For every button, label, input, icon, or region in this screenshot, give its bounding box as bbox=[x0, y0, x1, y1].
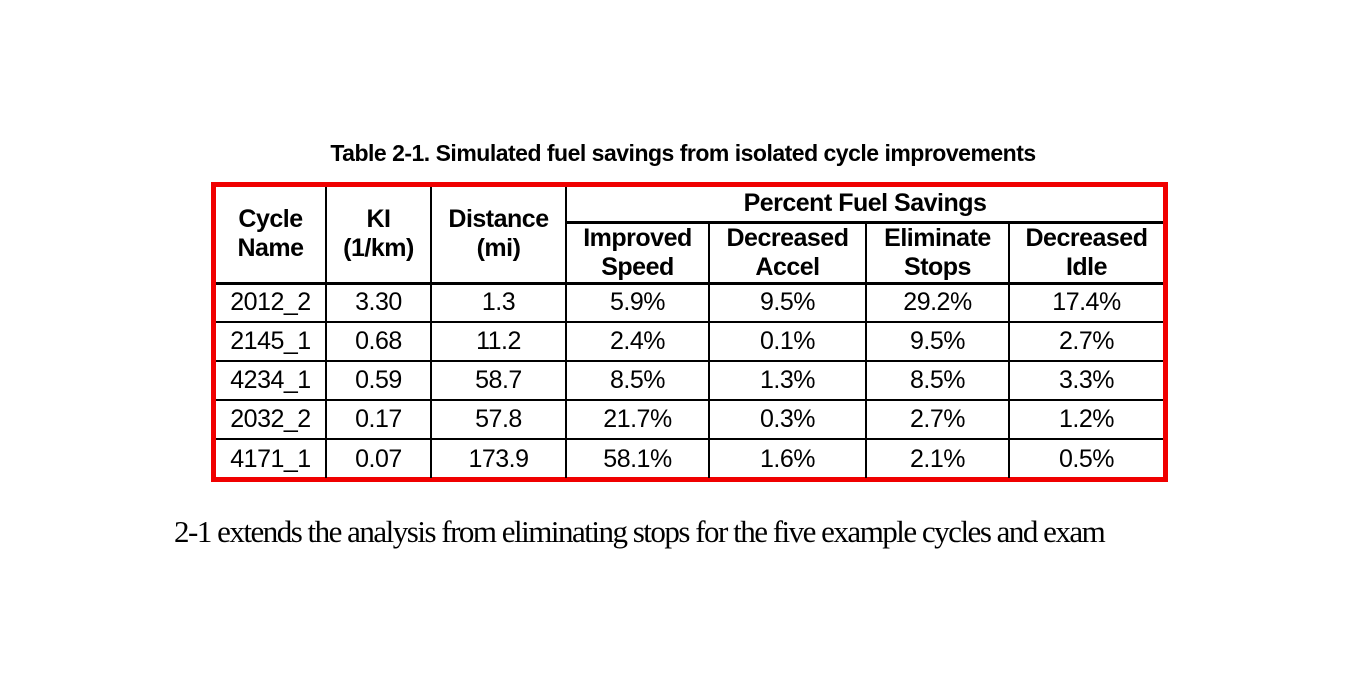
table-cell: 1.6% bbox=[708, 438, 867, 479]
table-cell: 4171_1 bbox=[215, 438, 327, 479]
table-cell: 8.5% bbox=[865, 360, 1010, 401]
body-text: 2-1 extends the analysis from eliminatin… bbox=[174, 514, 1106, 549]
table-cell: 1.3 bbox=[430, 282, 567, 323]
col-group-header-percent-fuel-savings: Percent Fuel Savings bbox=[565, 186, 1164, 224]
table-cell: 58.1% bbox=[565, 438, 710, 479]
table-title: Table 2-1. Simulated fuel savings from i… bbox=[330, 140, 1036, 166]
fuel-savings-table-grid: Cycle Name KI (1/km) Distance (mi) Perce… bbox=[215, 186, 1164, 479]
table-cell: 0.3% bbox=[708, 399, 867, 440]
table-cell: 3.30 bbox=[325, 282, 432, 323]
table-cell: 0.68 bbox=[325, 321, 432, 362]
col-header-decreased-idle: Decreased Idle bbox=[1008, 221, 1164, 285]
table-cell: 3.3% bbox=[1008, 360, 1164, 401]
table-cell: 11.2 bbox=[430, 321, 567, 362]
table-cell: 4234_1 bbox=[215, 360, 327, 401]
table-cell: 57.8 bbox=[430, 399, 567, 440]
col-header-eliminate-stops: Eliminate Stops bbox=[865, 221, 1010, 285]
table-cell: 2.7% bbox=[865, 399, 1010, 440]
table-cell: 2032_2 bbox=[215, 399, 327, 440]
table-header-row-top: Cycle Name KI (1/km) Distance (mi) Perce… bbox=[215, 186, 1164, 285]
table-cell: 9.5% bbox=[708, 282, 867, 323]
table-cell: 1.2% bbox=[1008, 399, 1164, 440]
table-cell: 0.07 bbox=[325, 438, 432, 479]
table-cell: 2145_1 bbox=[215, 321, 327, 362]
table-cell: 21.7% bbox=[565, 399, 710, 440]
table-cell: 2.1% bbox=[865, 438, 1010, 479]
col-header-improved-speed: Improved Speed bbox=[565, 221, 710, 285]
table-cell: 58.7 bbox=[430, 360, 567, 401]
col-header-ki: KI (1/km) bbox=[325, 186, 432, 285]
col-header-distance: Distance (mi) bbox=[430, 186, 567, 285]
table-cell: 9.5% bbox=[865, 321, 1010, 362]
table-cell: 173.9 bbox=[430, 438, 567, 479]
table-cell: 5.9% bbox=[565, 282, 710, 323]
col-header-cycle-name: Cycle Name bbox=[215, 186, 327, 285]
table-cell: 0.1% bbox=[708, 321, 867, 362]
table-cell: 2.4% bbox=[565, 321, 710, 362]
table-cell: 17.4% bbox=[1008, 282, 1164, 323]
table-row: 2012_2 3.30 1.3 5.9% 9.5% 29.2% 17.4% bbox=[215, 282, 1164, 323]
table-header-row-sub: Improved Speed Decreased Accel Eliminate… bbox=[216, 221, 1164, 285]
table-row: 4171_1 0.07 173.9 58.1% 1.6% 2.1% 0.5% bbox=[215, 438, 1164, 479]
table-cell: 29.2% bbox=[865, 282, 1010, 323]
table-row: 2032_2 0.17 57.8 21.7% 0.3% 2.7% 1.2% bbox=[215, 399, 1164, 440]
fuel-savings-table: Cycle Name KI (1/km) Distance (mi) Perce… bbox=[211, 182, 1168, 482]
table-cell: 8.5% bbox=[565, 360, 710, 401]
table-cell: 2.7% bbox=[1008, 321, 1164, 362]
col-header-decreased-accel: Decreased Accel bbox=[708, 221, 867, 285]
table-cell: 2012_2 bbox=[215, 282, 327, 323]
table-cell: 0.17 bbox=[325, 399, 432, 440]
table-row: 2145_1 0.68 11.2 2.4% 0.1% 9.5% 2.7% bbox=[215, 321, 1164, 362]
table-row: 4234_1 0.59 58.7 8.5% 1.3% 8.5% 3.3% bbox=[215, 360, 1164, 401]
table-cell: 0.5% bbox=[1008, 438, 1164, 479]
table-cell: 1.3% bbox=[708, 360, 867, 401]
table-cell: 0.59 bbox=[325, 360, 432, 401]
